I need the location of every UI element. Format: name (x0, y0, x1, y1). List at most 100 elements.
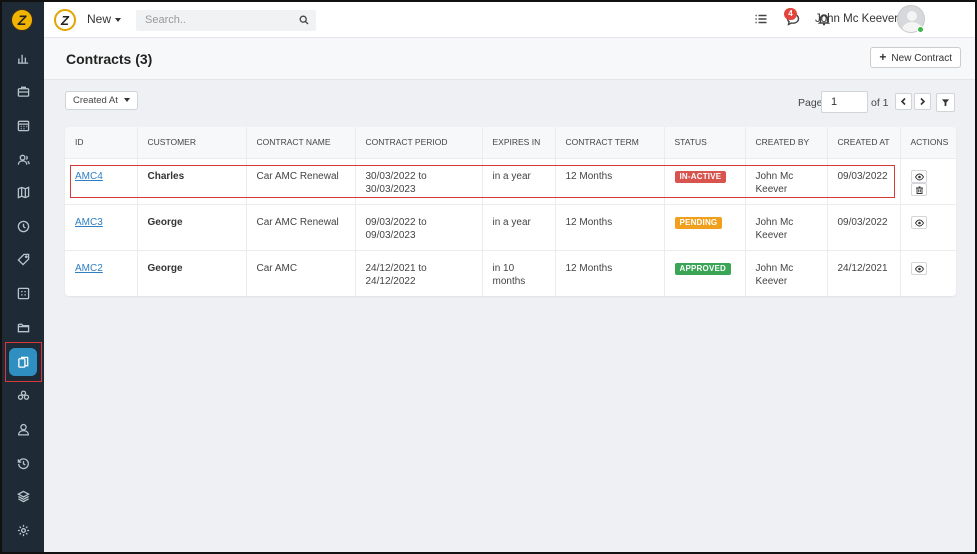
cell-actions (900, 250, 956, 296)
search-placeholder: Search.. (145, 14, 186, 26)
sidebar-item-tags[interactable] (2, 243, 44, 275)
sidebar-item-inventory[interactable] (2, 480, 44, 512)
cell-contract-period: 24/12/2021 to 24/12/2022 (355, 250, 483, 296)
filter-icon (941, 99, 950, 107)
calendar-icon (17, 120, 29, 131)
column-header-created-at[interactable]: CREATED AT (827, 127, 901, 159)
status-badge: IN-ACTIVE (674, 170, 727, 183)
table-header-row: ID CUSTOMER CONTRACT NAME CONTRACT PERIO… (65, 127, 956, 159)
new-menu-label: New (87, 12, 112, 26)
column-header-contract-period[interactable]: CONTRACT PERIOD (355, 127, 483, 159)
sidebar-item-map[interactable] (2, 176, 44, 208)
sidebar-item-groups[interactable] (2, 379, 44, 411)
layers-icon (16, 490, 30, 502)
cell-expires-in: in a year (482, 158, 556, 205)
cell-actions (900, 204, 956, 251)
column-header-expires-in[interactable]: EXPIRES IN (482, 127, 556, 159)
contract-id-link[interactable]: AMC2 (75, 262, 103, 274)
eye-icon (914, 219, 924, 226)
view-button[interactable] (910, 169, 927, 183)
column-header-contract-term[interactable]: CONTRACT TERM (555, 127, 665, 159)
cell-contract-period: 09/03/2022 to 09/03/2023 (355, 204, 483, 251)
sidebar: Z (2, 2, 44, 552)
page-title: Contracts (3) (66, 51, 153, 67)
cell-contract-name: Car AMC (246, 250, 356, 296)
cell-expires-in: in 10 months (482, 250, 556, 296)
view-button[interactable] (910, 215, 927, 229)
sidebar-item-jobs[interactable] (2, 75, 44, 107)
cell-contract-term: 12 Months (555, 158, 665, 205)
cell-contract-period: 30/03/2022 to 30/03/2023 (355, 158, 483, 205)
sidebar-item-settings[interactable] (2, 514, 44, 546)
user-menu[interactable]: John Mc Keever (815, 13, 909, 25)
sidebar-item-calendar[interactable] (2, 109, 44, 141)
cell-status: IN-ACTIVE (664, 158, 746, 205)
bell-icon (817, 14, 831, 26)
users-icon (17, 154, 30, 165)
sidebar-item-history[interactable] (2, 447, 44, 479)
sidebar-item-profile[interactable] (2, 413, 44, 445)
cell-customer: George (137, 250, 247, 296)
sidebar-item-contracts[interactable] (2, 346, 44, 378)
avatar[interactable] (897, 5, 925, 33)
new-menu-button[interactable]: New (87, 12, 122, 26)
sidebar-item-customers[interactable] (2, 143, 44, 175)
contract-id-link[interactable]: AMC4 (75, 170, 103, 182)
contract-id-link[interactable]: AMC3 (75, 216, 103, 228)
folder-icon (17, 323, 29, 332)
next-page-button[interactable] (914, 93, 931, 110)
search-input[interactable]: Search.. (136, 10, 316, 31)
sort-dropdown[interactable]: Created At (65, 91, 138, 110)
history-icon (17, 457, 29, 469)
sidebar-item-files[interactable] (2, 311, 44, 343)
eye-icon (914, 265, 924, 272)
app-logo[interactable]: Z (10, 8, 34, 32)
new-contract-button[interactable]: + New Contract (870, 47, 961, 68)
chevron-right-icon (920, 97, 926, 106)
column-header-id[interactable]: ID (65, 127, 138, 159)
cell-contract-name: Car AMC Renewal (246, 204, 356, 251)
contracts-table: ID CUSTOMER CONTRACT NAME CONTRACT PERIO… (65, 127, 956, 296)
sort-label: Created At (73, 95, 118, 106)
chevron-left-icon (900, 97, 906, 106)
brand-logo[interactable]: Z (54, 9, 76, 31)
chevron-down-icon (123, 98, 130, 103)
map-icon (17, 185, 29, 199)
trash-icon (915, 186, 923, 194)
search-icon[interactable] (299, 15, 309, 25)
cell-status: APPROVED (664, 250, 746, 296)
table-row: AMC4 Charles Car AMC Renewal 30/03/2022 … (65, 158, 956, 205)
grid-icon (17, 287, 29, 299)
cell-created-at: 24/12/2021 (827, 250, 901, 296)
column-header-created-by[interactable]: CREATED BY (745, 127, 828, 159)
cell-expires-in: in a year (482, 204, 556, 251)
cell-id: AMC3 (65, 204, 138, 251)
status-badge: APPROVED (674, 262, 731, 275)
briefcase-icon (17, 86, 29, 97)
sidebar-item-time[interactable] (2, 210, 44, 242)
list-icon (755, 14, 767, 24)
table-row: AMC2 George Car AMC 24/12/2021 to 24/12/… (65, 250, 956, 296)
column-header-customer[interactable]: CUSTOMER (137, 127, 247, 159)
list-view-button[interactable] (754, 12, 768, 26)
clock-icon (17, 220, 29, 232)
notifications-button[interactable] (817, 12, 831, 26)
sidebar-item-dashboard[interactable] (2, 42, 44, 74)
column-header-status[interactable]: STATUS (664, 127, 746, 159)
page-number-input[interactable]: 1 (821, 91, 868, 113)
groups-icon (17, 389, 29, 400)
user-name: John Mc Keever (815, 13, 899, 25)
sidebar-item-invoices[interactable] (2, 277, 44, 309)
cell-created-by: John Mc Keever (745, 204, 828, 251)
prev-page-button[interactable] (895, 93, 912, 110)
cell-id: AMC4 (65, 158, 138, 205)
status-badge: PENDING (674, 216, 723, 229)
delete-button[interactable] (910, 182, 927, 196)
column-header-contract-name[interactable]: CONTRACT NAME (246, 127, 356, 159)
cell-created-at: 09/03/2022 (827, 204, 901, 251)
filter-button[interactable] (936, 93, 955, 112)
view-button[interactable] (910, 261, 927, 275)
cell-contract-term: 12 Months (555, 250, 665, 296)
cell-id: AMC2 (65, 250, 138, 296)
